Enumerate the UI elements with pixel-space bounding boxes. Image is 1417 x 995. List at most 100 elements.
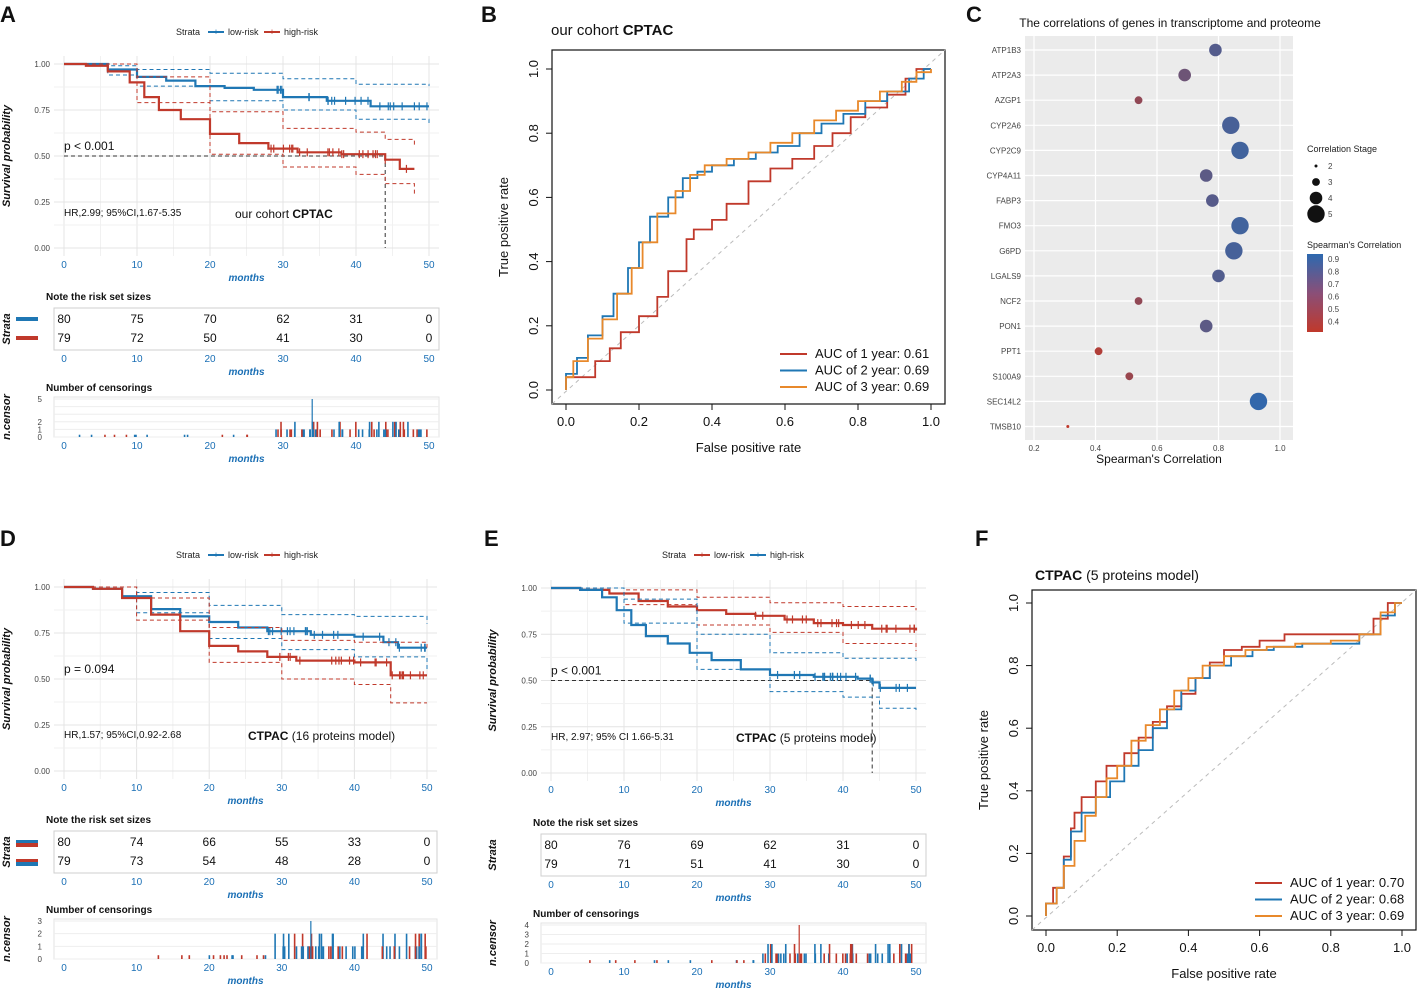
color-legend-label: 0.9 xyxy=(1328,255,1340,264)
color-legend-label: 0.7 xyxy=(1328,280,1340,289)
dot-title: The correlations of genes in transcripto… xyxy=(1019,16,1321,30)
gene-point-TMSB10 xyxy=(1066,425,1070,428)
risk-cell: 0 xyxy=(424,854,431,868)
risk-x-label: months xyxy=(227,890,264,901)
censor-y-tick: 2 xyxy=(525,940,530,949)
x-tick: 0.2 xyxy=(630,414,648,429)
risk-x-tick: 30 xyxy=(277,354,289,365)
gene-label: SEC14L2 xyxy=(987,397,1022,406)
risk-x-tick: 0 xyxy=(61,354,67,365)
y-axis-label: Survival probability xyxy=(1,627,13,730)
risk-cell: 48 xyxy=(275,854,289,868)
ci-upper-low-risk xyxy=(64,586,428,624)
y-tick: 0.0 xyxy=(1006,907,1021,925)
risk-x-tick: 10 xyxy=(131,877,143,888)
censor-y-tick: 2 xyxy=(38,418,43,427)
panel-label-E: E xyxy=(484,526,499,551)
censor-x-tick: 50 xyxy=(423,441,435,452)
chance-line xyxy=(1031,589,1417,931)
risk-cell: 71 xyxy=(617,857,631,871)
risk-cell: 0 xyxy=(913,857,920,871)
y-axis-label: Survival probability xyxy=(1,104,13,207)
risk-cell: 55 xyxy=(275,835,289,849)
size-legend-dot xyxy=(1312,178,1320,186)
risk-table-box xyxy=(540,833,927,877)
risk-cell: 72 xyxy=(130,331,144,345)
x-tick: 0.4 xyxy=(703,414,721,429)
cohort-caption: CTPAC (16 proteins model) xyxy=(248,729,395,743)
legend-label: AUC of 3 year: 0.69 xyxy=(1290,908,1404,923)
censor-title: Number of censorings xyxy=(533,909,640,920)
risk-x-tick: 40 xyxy=(350,354,362,365)
x-tick: 0 xyxy=(61,783,67,794)
censor-x-tick: 0 xyxy=(61,441,67,452)
censor-plot-area xyxy=(53,396,440,438)
roc-title-text: our cohort xyxy=(551,22,623,39)
gene-point-CYP4A11 xyxy=(1199,169,1213,182)
km-panel-E: E Strata + low-risk + high-risk 0.00 0.25 0.50 0.… xyxy=(16,526,927,991)
risk-cell: 31 xyxy=(349,312,363,326)
roc-title-bold: CTPAC xyxy=(1035,567,1082,583)
y-axis-label: Survival probability xyxy=(487,629,499,732)
y-tick: 0.2 xyxy=(1006,844,1021,862)
legend-label-high-risk: high-risk xyxy=(284,27,319,37)
legend-label-low-risk: low-risk xyxy=(228,27,259,37)
risk-x-tick: 10 xyxy=(131,354,143,365)
gene-label: TMSB10 xyxy=(990,423,1022,432)
gene-label: ATP1B3 xyxy=(992,46,1022,55)
dot-panel-C: C The correlations of genes in transcript… xyxy=(966,2,1401,466)
censor-y-tick: 0 xyxy=(38,433,43,442)
y-tick: 0.4 xyxy=(526,253,541,271)
x-tick: 0.2 xyxy=(1108,940,1126,955)
gene-label: FABP3 xyxy=(996,197,1021,206)
risk-x-tick: 0 xyxy=(548,880,554,891)
p-value: p = 0.094 xyxy=(64,662,115,676)
x-tick: 50 xyxy=(910,785,922,796)
risk-cell: 75 xyxy=(130,312,144,326)
p-value: p < 0.001 xyxy=(64,139,115,153)
y-tick: 0.00 xyxy=(34,767,50,776)
size-legend-dot xyxy=(1309,191,1323,205)
legend-label-low-risk: low-risk xyxy=(228,550,259,560)
y-tick: 1.00 xyxy=(521,584,537,593)
cohort-caption-suffix: (5 proteins model) xyxy=(776,731,876,745)
risk-cell: 50 xyxy=(203,331,217,345)
risk-cell: 41 xyxy=(276,331,290,345)
ci-lower-high-risk xyxy=(64,586,427,704)
legend-label: AUC of 3 year: 0.69 xyxy=(815,379,929,394)
censor-y-tick: 4 xyxy=(525,921,530,930)
censor-x-tick: 30 xyxy=(277,441,289,452)
x-tick: 0.8 xyxy=(1213,444,1225,453)
x-tick: 30 xyxy=(764,785,776,796)
legend-title: Strata xyxy=(662,550,686,560)
censor-x-label: months xyxy=(228,454,265,465)
panel-label-A: A xyxy=(0,2,16,27)
legend-label: AUC of 2 year: 0.69 xyxy=(815,363,929,378)
size-legend-label: 4 xyxy=(1328,194,1333,203)
y-tick: 0.00 xyxy=(521,769,537,778)
x-axis-label: False positive rate xyxy=(696,440,802,455)
roc-title: our cohort CPTAC xyxy=(551,22,673,39)
x-tick: 0.8 xyxy=(849,414,867,429)
legend-label-low-risk: low-risk xyxy=(714,550,745,560)
censor-x-tick: 10 xyxy=(618,967,630,978)
censor-x-tick: 30 xyxy=(276,963,288,974)
roc-curve xyxy=(1045,602,1402,916)
risk-cell: 31 xyxy=(836,838,850,852)
x-tick: 1.0 xyxy=(922,414,940,429)
y-tick: 0.6 xyxy=(526,188,541,206)
risk-x-tick: 40 xyxy=(837,880,849,891)
gene-label: CYP2C9 xyxy=(990,146,1022,155)
roc-curve xyxy=(565,68,931,390)
risk-x-tick: 20 xyxy=(204,877,216,888)
legend-plus: + xyxy=(213,27,218,37)
censor-x-tick: 10 xyxy=(131,441,143,452)
y-axis-label: True positive rate xyxy=(496,177,511,277)
risk-table-box xyxy=(53,307,440,351)
y-tick: 0.8 xyxy=(1006,657,1021,675)
y-tick: 1.0 xyxy=(1006,594,1021,612)
gene-point-NCF2 xyxy=(1134,297,1143,305)
gene-point-S100A9 xyxy=(1125,372,1134,381)
gene-point-LGALS9 xyxy=(1212,269,1225,283)
